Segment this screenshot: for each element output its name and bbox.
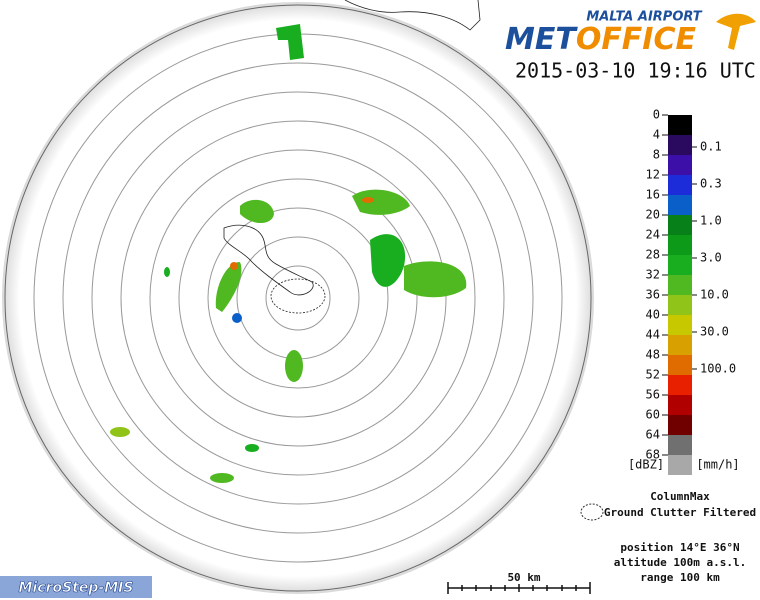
dbz-label: 40 [646,308,660,322]
rate-label: 100.0 [700,362,736,376]
dbz-label: 52 [646,368,660,382]
dbz-label: 60 [646,408,660,422]
scale-bin [668,355,692,375]
dbz-label: 32 [646,268,660,282]
echoes [110,24,467,483]
footer-box [0,576,152,598]
dbz-label: 16 [646,188,660,202]
scale-bin [668,415,692,435]
dbz-label: 64 [646,428,660,442]
dbz-label: 24 [646,228,660,242]
position: position 14°E 36°N [620,541,739,554]
dbz-label: 0 [653,108,660,122]
scale-bin [668,215,692,235]
clutter-symbol [580,503,604,521]
timestamp: 2015-03-10 19:16 UTC [515,59,756,83]
dbz-label: 8 [653,148,660,162]
rate-label: 10.0 [700,288,729,302]
scale-bin [668,335,692,355]
logo-met: MET [505,22,578,57]
scale-bin [668,455,692,475]
scale-bar [447,582,591,594]
scale-bin [668,275,692,295]
logo-office: OFFICE [576,22,697,57]
range: range 100 km [640,571,720,584]
dbz-label: 68 [646,448,660,462]
footer-brand: MicroStep-MIS [19,580,134,596]
scale-bin [668,295,692,315]
scale-bin [668,315,692,335]
filter: Ground Clutter Filtered [604,506,756,519]
scale-bin [668,175,692,195]
rate-label: 3.0 [700,251,722,265]
logo: METOFFICE [505,22,696,57]
scale-bin [668,195,692,215]
product: ColumnMax [650,490,710,503]
rate-label: 1.0 [700,214,722,228]
scale-bin [668,435,692,455]
radar-halo [2,2,594,594]
scale-bin [668,255,692,275]
dbz-label: 48 [646,348,660,362]
scale-bin [668,375,692,395]
rate-label: 30.0 [700,325,729,339]
scale-bin [668,235,692,255]
color-scale: 0481216202428323640444852566064680.10.31… [646,108,736,475]
dbz-label: 36 [646,288,660,302]
dbz-label: 28 [646,248,660,262]
logo-icon [716,13,756,50]
rate-label: 0.3 [700,177,722,191]
dbz-label: 56 [646,388,660,402]
dbz-label: 20 [646,208,660,222]
scale-bin [668,395,692,415]
unit-rate: [mm/h] [696,458,739,472]
scale-bin [668,115,692,135]
scale-label: 50 km [507,571,540,584]
org-name: MALTA AIRPORT [586,10,702,25]
dbz-label: 4 [653,128,660,142]
dbz-label: 12 [646,168,660,182]
unit-dbz: [dBZ] [628,458,664,472]
dbz-label: 44 [646,328,660,342]
coastline [223,0,481,314]
altitude: altitude 100m a.s.l. [614,556,746,569]
rate-label: 0.1 [700,140,722,154]
scale-bin [668,155,692,175]
scale-bin [668,135,692,155]
